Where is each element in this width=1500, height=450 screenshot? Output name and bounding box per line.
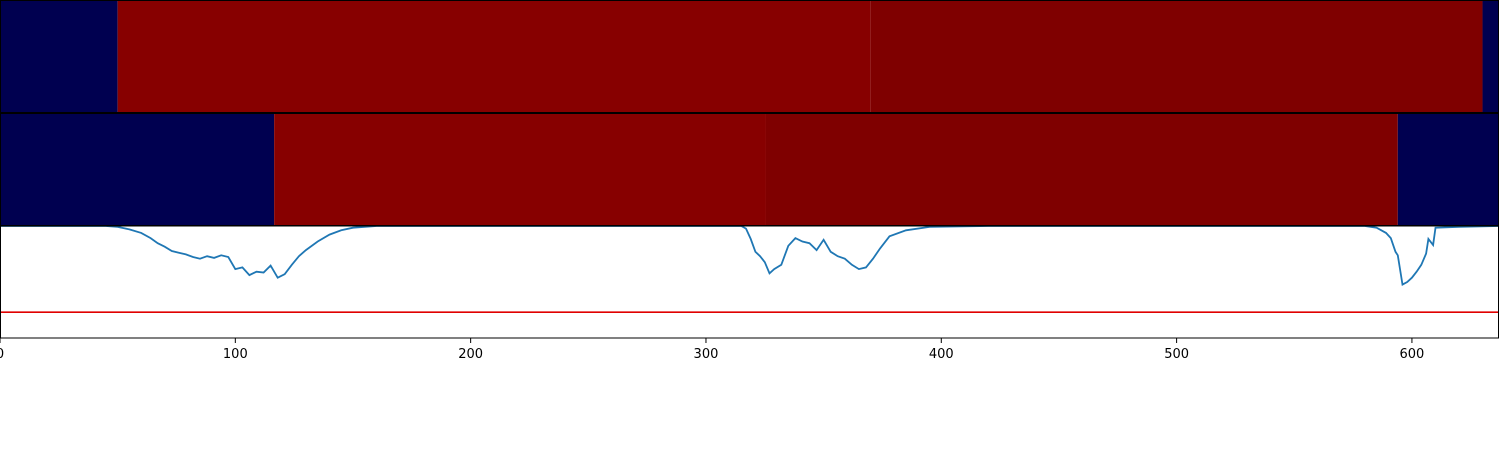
panel-border-bottom — [0, 225, 1499, 339]
x-tick-label-200: 200 — [458, 347, 483, 362]
plot-background — [0, 226, 1499, 338]
heatmap-panel-middle — [0, 113, 1499, 226]
series-line — [0, 225, 1500, 287]
heatmap-panel-top — [0, 0, 1499, 113]
x-tick-label-500: 500 — [1164, 347, 1189, 362]
heatmap-segment-1-4 — [1482, 0, 1499, 113]
panel-border-top — [0, 0, 1499, 113]
heatmap-segment-2-4 — [1397, 113, 1499, 226]
line-plot-panel — [0, 225, 1500, 338]
x-tick-label-100: 100 — [223, 347, 248, 362]
heatmap-segment-2-2 — [274, 113, 766, 226]
x-tick-label-0: 0 — [0, 347, 4, 362]
x-tick-label-400: 400 — [929, 347, 954, 362]
x-tick-label-300: 300 — [694, 347, 719, 362]
x-tick-label-600: 600 — [1400, 347, 1425, 362]
heatmap-segment-2-3 — [765, 113, 1398, 226]
heatmap-segment-2-1 — [0, 113, 275, 226]
x-axis: 0 100 200 300 400 500 600 — [0, 338, 1424, 362]
heatmap-segment-1-2 — [117, 0, 871, 113]
heatmap-segment-1-1 — [0, 0, 118, 113]
heatmap-segment-1-3 — [870, 0, 1483, 113]
